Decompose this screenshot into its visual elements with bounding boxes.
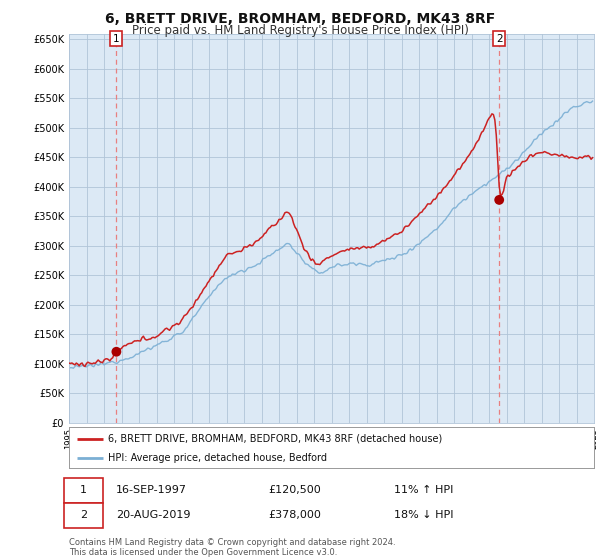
Text: HPI: Average price, detached house, Bedford: HPI: Average price, detached house, Bedf…	[109, 452, 328, 463]
Text: 2: 2	[496, 34, 503, 44]
Text: Price paid vs. HM Land Registry's House Price Index (HPI): Price paid vs. HM Land Registry's House …	[131, 24, 469, 37]
Text: 6, BRETT DRIVE, BROMHAM, BEDFORD, MK43 8RF: 6, BRETT DRIVE, BROMHAM, BEDFORD, MK43 8…	[105, 12, 495, 26]
Text: 6, BRETT DRIVE, BROMHAM, BEDFORD, MK43 8RF (detached house): 6, BRETT DRIVE, BROMHAM, BEDFORD, MK43 8…	[109, 433, 443, 444]
Text: 2: 2	[80, 510, 87, 520]
FancyBboxPatch shape	[64, 503, 103, 528]
Text: 1: 1	[113, 34, 120, 44]
Point	[112, 347, 121, 356]
Text: 11% ↑ HPI: 11% ↑ HPI	[395, 485, 454, 495]
FancyBboxPatch shape	[64, 478, 103, 503]
Text: Contains HM Land Registry data © Crown copyright and database right 2024.
This d: Contains HM Land Registry data © Crown c…	[69, 538, 395, 557]
Text: £120,500: £120,500	[269, 485, 321, 495]
Point	[494, 195, 504, 204]
Text: 18% ↓ HPI: 18% ↓ HPI	[395, 510, 454, 520]
Text: 1: 1	[80, 485, 87, 495]
Text: 20-AUG-2019: 20-AUG-2019	[116, 510, 191, 520]
Text: £378,000: £378,000	[269, 510, 322, 520]
Text: 16-SEP-1997: 16-SEP-1997	[116, 485, 187, 495]
